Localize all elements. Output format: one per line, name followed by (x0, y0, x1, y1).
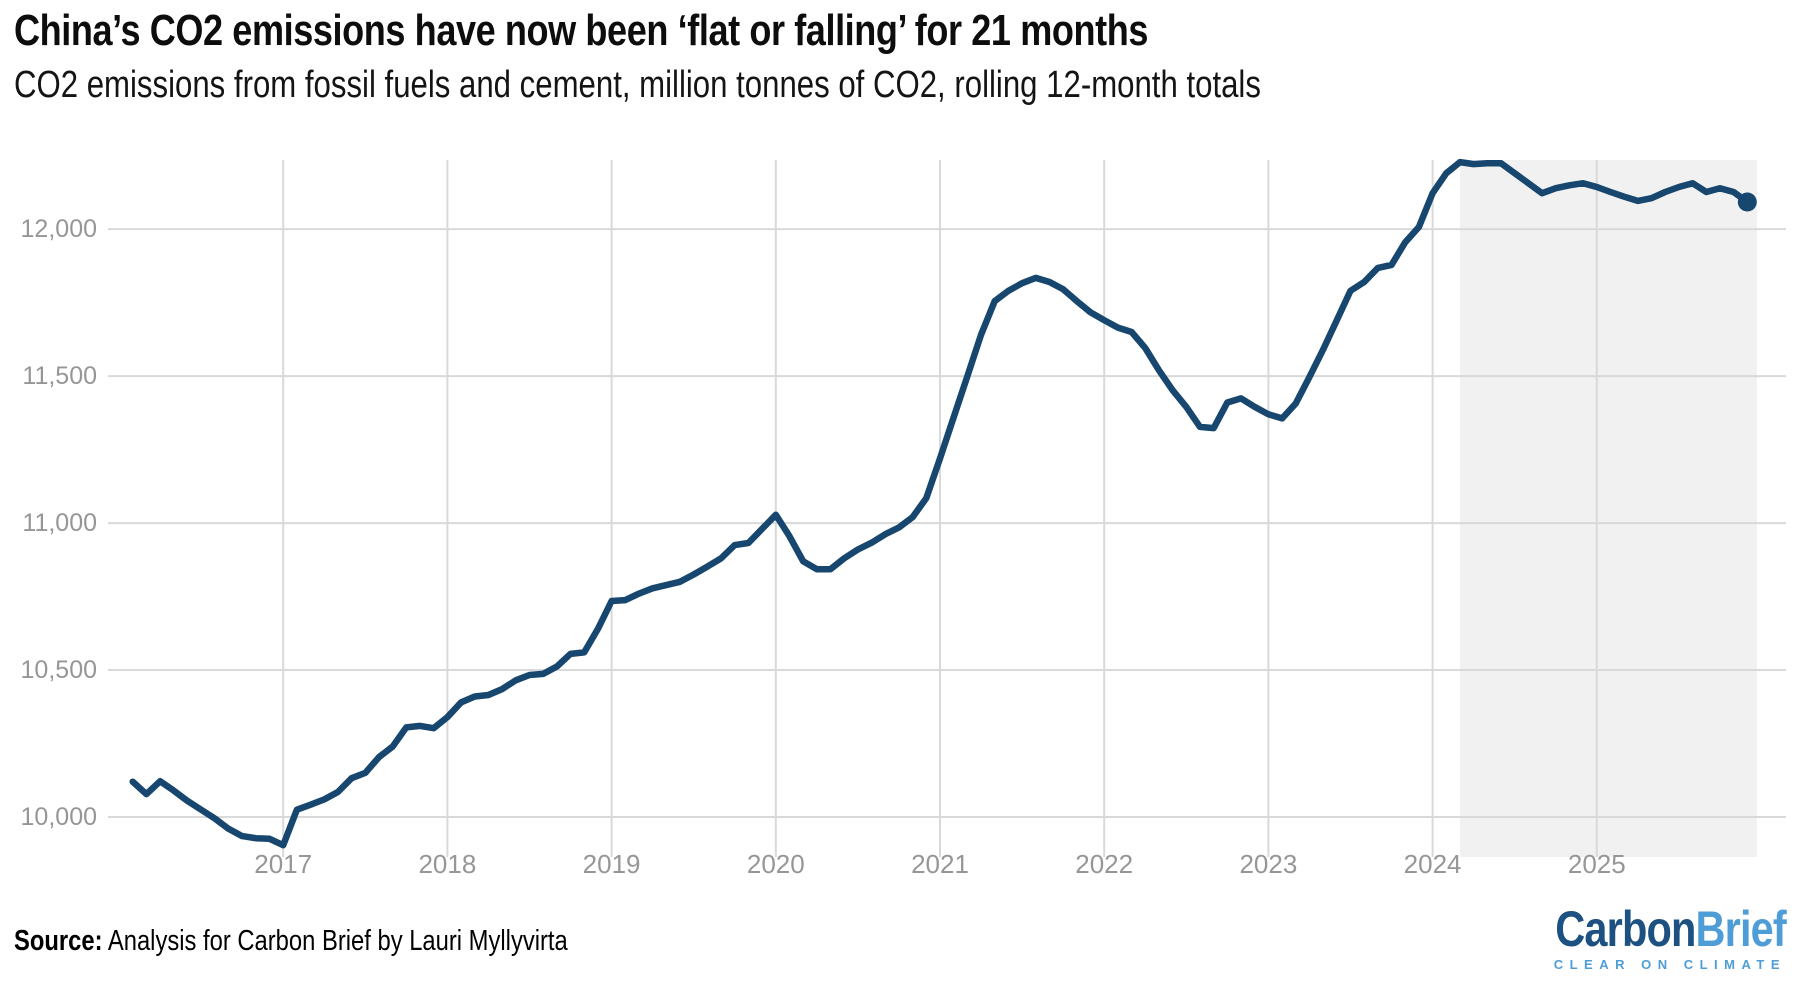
x-tick-label: 2020 (747, 849, 805, 879)
y-tick-label: 10,000 (21, 803, 97, 831)
x-tick-label: 2022 (1075, 849, 1133, 879)
logo-brief-text: Brief (1695, 901, 1787, 957)
emissions-line (129, 158, 1751, 849)
x-tick-label: 2024 (1404, 849, 1462, 879)
carbonbrief-logo: CarbonBrief CLEAR ON CLIMATE (1508, 901, 1787, 972)
x-tick-label: 2019 (583, 849, 641, 879)
carbonbrief-wordmark: CarbonBrief (1555, 901, 1787, 957)
chart-subtitle: CO2 emissions from fossil fuels and ceme… (14, 64, 1535, 106)
source-text: Analysis for Carbon Brief by Lauri Mylly… (107, 925, 568, 957)
plot-highlight-region (1460, 160, 1757, 857)
logo-carbon-text: Carbon (1555, 901, 1696, 957)
y-tick-label: 11,500 (22, 362, 97, 390)
latest-point-dot (1737, 192, 1757, 212)
source-label: Source: (14, 925, 103, 957)
source-note: Source: Analysis for Carbon Brief by Lau… (14, 925, 689, 958)
y-tick-label: 10,500 (21, 656, 97, 684)
logo-tagline: CLEAR ON CLIMATE (1553, 957, 1786, 972)
page-title-text: China’s CO2 emissions have now been ‘fla… (14, 6, 1149, 55)
y-tick-label: 12,000 (21, 215, 97, 243)
x-tick-label: 2017 (254, 849, 312, 879)
chart-subtitle-text: CO2 emissions from fossil fuels and ceme… (14, 64, 1261, 106)
y-tick-label: 11,000 (22, 509, 97, 537)
x-tick-label: 2023 (1239, 849, 1297, 879)
x-tick-label: 2025 (1568, 849, 1626, 879)
x-tick-label: 2018 (418, 849, 476, 879)
page-title: China’s CO2 emissions have now been ‘fla… (14, 6, 1397, 55)
x-tick-label: 2021 (911, 849, 969, 879)
